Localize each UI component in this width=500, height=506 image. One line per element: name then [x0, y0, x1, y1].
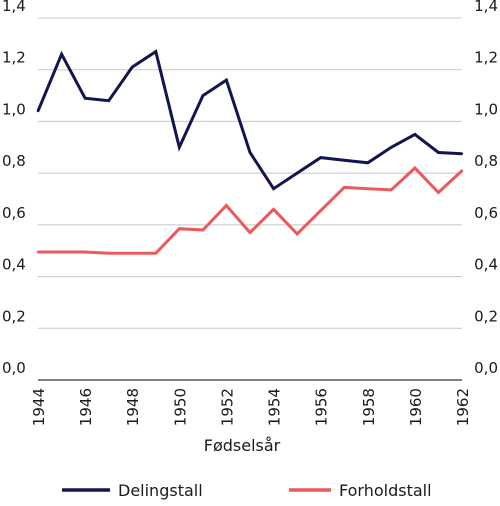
- series-lines: [36, 49, 464, 255]
- y-tick-label-left: 1,2: [2, 49, 26, 67]
- x-tick-label: 1952: [218, 388, 236, 426]
- y-axis-left-labels: 0,0 0,2 0,4 0,6 0,8 1,0 1,2 1,4: [2, 0, 26, 377]
- x-tick-label: 1946: [77, 388, 95, 426]
- data-point-forholdstall: [295, 232, 299, 236]
- x-tick-label: 1960: [407, 388, 425, 426]
- legend-label-delingstall: Delingstall: [118, 481, 203, 500]
- data-point-delingstall: [225, 78, 228, 82]
- data-point-forholdstall: [60, 250, 63, 254]
- y-tick-label-right: 1,2: [474, 49, 498, 67]
- data-point-forholdstall: [390, 188, 393, 192]
- data-point-forholdstall: [319, 209, 322, 212]
- data-point-delingstall: [460, 152, 464, 155]
- x-axis-labels: 1944 1946 1948 1950 1952 1954 1956 1958 1960 1962: [30, 388, 472, 426]
- x-axis-title: Fødselsår: [204, 436, 281, 455]
- y-tick-label-left: 0,0: [2, 359, 26, 377]
- data-point-forholdstall: [343, 186, 346, 189]
- series-line-delingstall: [36, 49, 463, 191]
- y-tick-label-left: 1,0: [2, 100, 26, 118]
- data-point-delingstall: [83, 96, 87, 100]
- data-point-delingstall: [343, 159, 346, 162]
- data-point-delingstall: [107, 99, 110, 102]
- data-point-forholdstall: [272, 208, 275, 211]
- x-tick-label: 1962: [454, 388, 472, 426]
- x-tick-label: 1954: [266, 388, 284, 426]
- data-point-delingstall: [36, 109, 40, 113]
- y-tick-label-right: 0,6: [474, 204, 498, 222]
- data-point-forholdstall: [36, 250, 40, 254]
- data-point-delingstall: [437, 151, 440, 154]
- x-tick-label: 1944: [30, 388, 48, 426]
- data-point-forholdstall: [131, 252, 134, 255]
- data-point-delingstall: [154, 50, 157, 53]
- data-point-forholdstall: [154, 252, 157, 255]
- y-tick-label-left: 0,4: [2, 256, 26, 274]
- series-line-forholdstall: [38, 165, 464, 255]
- grid-lines: [38, 17, 462, 381]
- y-tick-label-right: 0,2: [474, 307, 498, 325]
- data-point-forholdstall: [460, 169, 464, 172]
- data-point-delingstall: [131, 65, 134, 69]
- x-tick-label: 1958: [360, 388, 378, 426]
- x-tick-label: 1956: [313, 388, 331, 426]
- data-point-delingstall: [295, 171, 299, 175]
- data-point-delingstall: [390, 146, 393, 149]
- data-point-forholdstall: [248, 231, 252, 234]
- data-point-forholdstall: [107, 252, 110, 255]
- data-point-forholdstall: [437, 191, 440, 194]
- data-point-delingstall: [201, 94, 205, 97]
- data-point-delingstall: [413, 133, 417, 136]
- x-tick-label: 1948: [124, 388, 142, 426]
- y-axis-right-labels: 0,0 0,2 0,4 0,6 0,8 1,0 1,2 1,4: [474, 0, 498, 377]
- y-tick-label-right: 1,4: [474, 0, 498, 15]
- data-point-delingstall: [272, 187, 275, 190]
- y-tick-label-right: 0,4: [474, 256, 498, 274]
- data-point-delingstall: [366, 161, 369, 164]
- x-tick-label: 1950: [171, 388, 189, 426]
- data-point-delingstall: [60, 53, 63, 56]
- data-point-forholdstall: [225, 204, 228, 207]
- y-tick-label-left: 0,2: [2, 307, 26, 325]
- y-tick-label-right: 0,8: [474, 152, 498, 170]
- y-tick-label-right: 1,0: [474, 100, 498, 118]
- data-point-forholdstall: [201, 228, 205, 232]
- y-tick-label-right: 0,0: [474, 359, 498, 377]
- y-tick-label-left: 1,4: [2, 0, 26, 15]
- data-point-delingstall: [248, 151, 252, 154]
- data-point-forholdstall: [413, 166, 417, 170]
- legend-label-forholdstall: Forholdstall: [339, 481, 432, 500]
- data-point-forholdstall: [83, 250, 87, 254]
- data-point-forholdstall: [366, 187, 369, 190]
- legend: Delingstall Forholdstall: [62, 481, 432, 500]
- data-point-forholdstall: [178, 227, 181, 230]
- data-point-delingstall: [319, 156, 322, 159]
- y-tick-label-left: 0,6: [2, 204, 26, 222]
- data-point-delingstall: [178, 146, 181, 149]
- y-tick-label-left: 0,8: [2, 152, 26, 170]
